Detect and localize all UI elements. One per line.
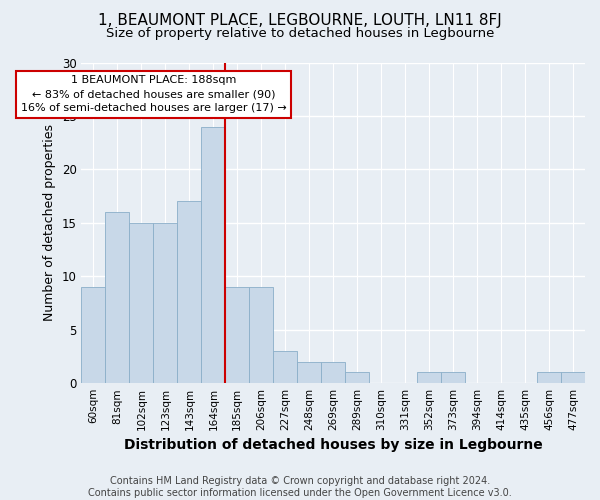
Bar xyxy=(273,351,297,383)
Bar xyxy=(297,362,321,383)
Bar xyxy=(249,287,273,383)
Bar xyxy=(417,372,441,383)
Bar xyxy=(321,362,345,383)
Text: 1 BEAUMONT PLACE: 188sqm
← 83% of detached houses are smaller (90)
16% of semi-d: 1 BEAUMONT PLACE: 188sqm ← 83% of detach… xyxy=(20,76,286,114)
Bar xyxy=(130,223,154,383)
Bar xyxy=(537,372,561,383)
X-axis label: Distribution of detached houses by size in Legbourne: Distribution of detached houses by size … xyxy=(124,438,542,452)
Text: 1, BEAUMONT PLACE, LEGBOURNE, LOUTH, LN11 8FJ: 1, BEAUMONT PLACE, LEGBOURNE, LOUTH, LN1… xyxy=(98,12,502,28)
Bar xyxy=(154,223,178,383)
Bar xyxy=(82,287,106,383)
Bar xyxy=(226,287,249,383)
Bar xyxy=(178,202,202,383)
Text: Contains HM Land Registry data © Crown copyright and database right 2024.
Contai: Contains HM Land Registry data © Crown c… xyxy=(88,476,512,498)
Bar xyxy=(106,212,130,383)
Y-axis label: Number of detached properties: Number of detached properties xyxy=(43,124,56,322)
Bar xyxy=(441,372,465,383)
Text: Size of property relative to detached houses in Legbourne: Size of property relative to detached ho… xyxy=(106,28,494,40)
Bar xyxy=(561,372,585,383)
Bar xyxy=(345,372,369,383)
Bar xyxy=(202,126,226,383)
